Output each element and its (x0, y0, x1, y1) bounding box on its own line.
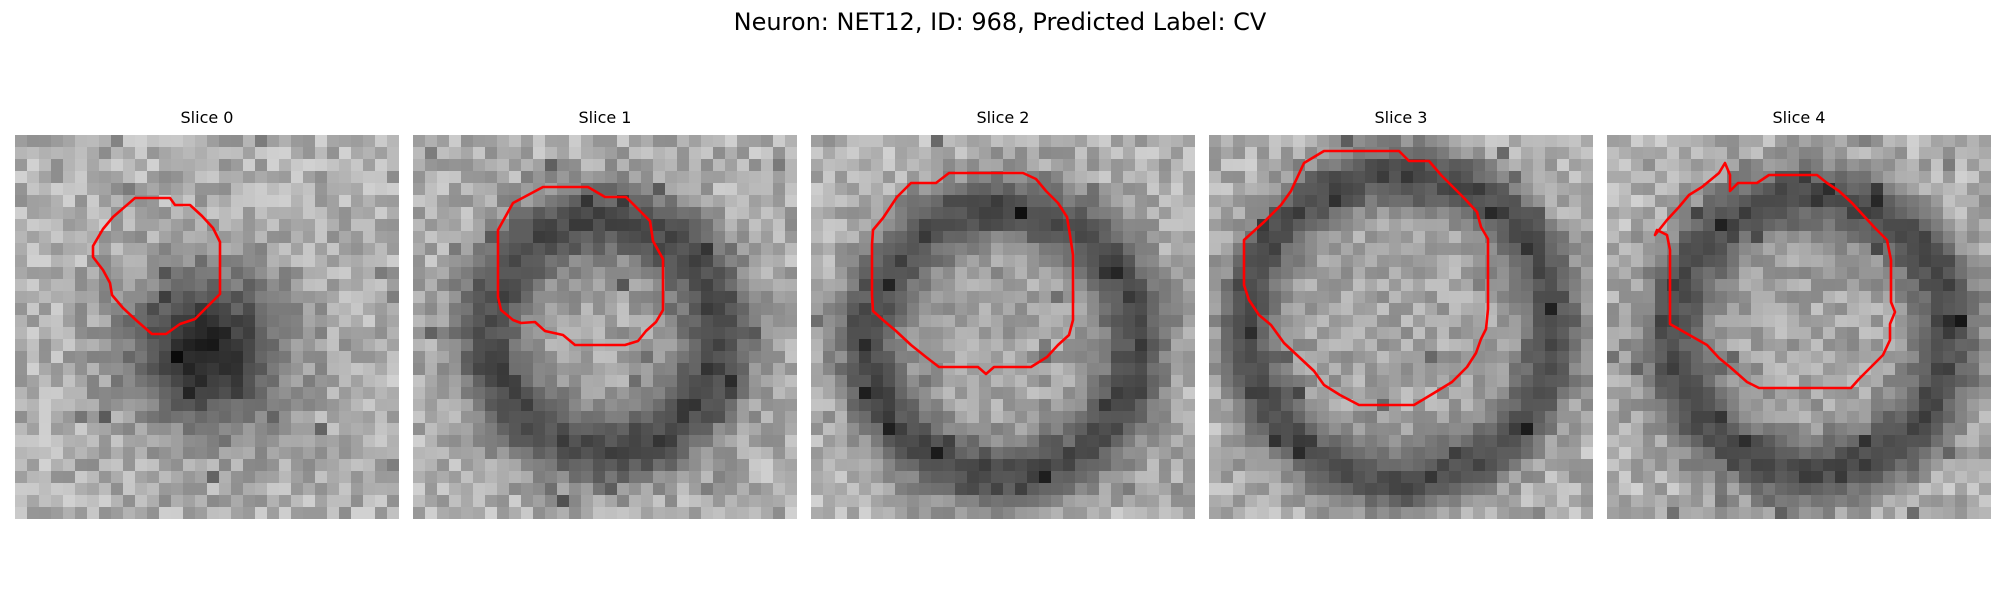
slice-title-2: Slice 2 (976, 108, 1030, 127)
slice-panel-3: Slice 3 (1209, 108, 1593, 519)
slice-image-2 (811, 135, 1195, 519)
slice-title-1: Slice 1 (578, 108, 632, 127)
slice-title-0: Slice 0 (180, 108, 234, 127)
slice-panel-0: Slice 0 (15, 108, 399, 519)
contour-overlay-3 (1242, 149, 1490, 407)
contour-overlay-1 (496, 185, 665, 347)
slice-image-0 (15, 135, 399, 519)
slice-image-3 (1209, 135, 1593, 519)
slice-image-4 (1607, 135, 1991, 519)
slice-panel-2: Slice 2 (811, 108, 1195, 519)
contour-overlay-2 (870, 171, 1075, 376)
contour-overlay-0 (91, 196, 222, 336)
slice-panel-4: Slice 4 (1607, 108, 1991, 519)
slice-panel-1: Slice 1 (413, 108, 797, 519)
slice-image-1 (413, 135, 797, 519)
figure-title: Neuron: NET12, ID: 968, Predicted Label:… (733, 8, 1267, 36)
slice-title-4: Slice 4 (1772, 108, 1826, 127)
contour-overlay-4 (1653, 161, 1897, 390)
slice-title-3: Slice 3 (1374, 108, 1428, 127)
